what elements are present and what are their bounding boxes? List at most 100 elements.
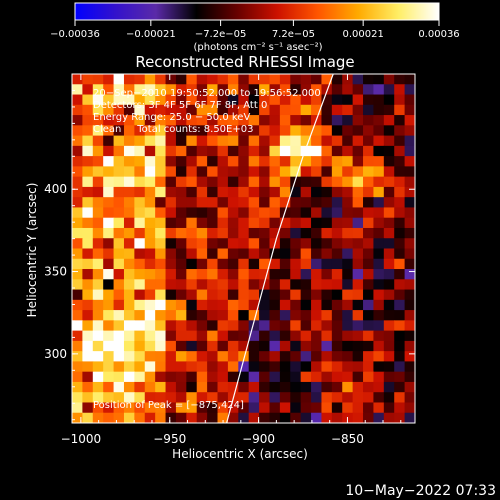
- heatmap-cell: [394, 207, 406, 219]
- heatmap-cell: [175, 299, 187, 311]
- heatmap-cell: [373, 135, 385, 147]
- heatmap-cell: [196, 115, 208, 126]
- heatmap-cell: [82, 412, 94, 423]
- heatmap-cell: [279, 289, 291, 301]
- y-tick-label: 300: [44, 347, 67, 361]
- heatmap-cell: [175, 186, 187, 198]
- heatmap-cell: [279, 279, 291, 291]
- heatmap-cell: [227, 258, 239, 270]
- heatmap-cell: [373, 104, 385, 116]
- heatmap-cell: [103, 320, 115, 332]
- heatmap-cell: [134, 74, 146, 85]
- heatmap-cell: [363, 310, 375, 321]
- heatmap-cell: [123, 104, 135, 116]
- heatmap-cell: [352, 166, 364, 178]
- heatmap-cell: [383, 217, 395, 229]
- heatmap-cell: [248, 197, 260, 209]
- heatmap-cell: [404, 115, 415, 126]
- heatmap-cell: [383, 186, 395, 198]
- heatmap-cell: [363, 351, 375, 363]
- heatmap-cell: [175, 238, 187, 250]
- heatmap-cell: [72, 156, 83, 167]
- heatmap-cell: [342, 145, 354, 157]
- heatmap-cell: [175, 381, 187, 393]
- heatmap-cell: [217, 197, 229, 209]
- heatmap-cell: [144, 381, 156, 393]
- heatmap-cell: [103, 340, 115, 352]
- heatmap-cell: [321, 371, 333, 383]
- heatmap-cell: [269, 351, 281, 363]
- heatmap-cell: [300, 125, 312, 137]
- heatmap-cell: [82, 330, 94, 342]
- heatmap-cell: [82, 310, 94, 321]
- heatmap-cell: [165, 166, 177, 178]
- heatmap-cell: [248, 310, 260, 321]
- heatmap-cell: [113, 340, 125, 352]
- heatmap-cell: [259, 289, 271, 301]
- heatmap-cell: [259, 74, 271, 85]
- heatmap-cell: [363, 289, 375, 301]
- heatmap-cell: [290, 320, 302, 332]
- heatmap-cell: [290, 145, 302, 157]
- heatmap-cell: [279, 145, 291, 157]
- heatmap-cell: [269, 392, 281, 404]
- heatmap-cell: [103, 258, 115, 270]
- heatmap-cell: [196, 135, 208, 147]
- heatmap-cell: [165, 156, 177, 167]
- heatmap-cell: [279, 238, 291, 250]
- heatmap-cell: [103, 248, 115, 260]
- heatmap-cell: [311, 125, 323, 137]
- heatmap-cell: [311, 94, 323, 106]
- heatmap-cell: [113, 381, 125, 393]
- heatmap-cell: [404, 186, 415, 198]
- heatmap-cell: [311, 330, 323, 342]
- heatmap-cell: [207, 248, 219, 260]
- heatmap-cell: [259, 279, 271, 291]
- heatmap-cell: [404, 217, 415, 229]
- heatmap-cell: [394, 135, 406, 147]
- heatmap-cell: [404, 84, 415, 96]
- heatmap-cell: [404, 330, 415, 342]
- heatmap-cell: [186, 227, 198, 239]
- heatmap-cell: [155, 84, 167, 96]
- heatmap-cell: [165, 238, 177, 250]
- heatmap-cell: [113, 279, 125, 291]
- heatmap-cell: [155, 135, 167, 147]
- heatmap-cell: [383, 330, 395, 342]
- heatmap-cell: [404, 258, 415, 270]
- heatmap-cell: [383, 381, 395, 393]
- heatmap-cell: [134, 392, 146, 404]
- heatmap-cell: [175, 310, 187, 321]
- x-axis-ticks: −1000 −950 −900 −850: [61, 74, 402, 446]
- heatmap-cell: [134, 104, 146, 116]
- heatmap-cell: [279, 330, 291, 342]
- heatmap-cell: [394, 310, 406, 321]
- heatmap-cell: [311, 176, 323, 188]
- heatmap-cell: [331, 186, 343, 198]
- heatmap-cell: [352, 217, 364, 229]
- heatmap-cell: [92, 74, 104, 85]
- heatmap-cell: [321, 289, 333, 301]
- heatmap-cell: [248, 289, 260, 301]
- heatmap-cell: [155, 238, 167, 250]
- heatmap-cell: [373, 207, 385, 219]
- heatmap-cell: [165, 299, 177, 311]
- heatmap-cell: [207, 299, 219, 311]
- heatmap-cell: [92, 197, 104, 209]
- heatmap-cell: [155, 289, 167, 301]
- heatmap-cell: [352, 156, 364, 167]
- heatmap-cell: [238, 197, 250, 209]
- colorbar-tick-label: 7.2e−05: [272, 29, 315, 40]
- heatmap-cell: [103, 207, 115, 219]
- heatmap-cell: [238, 330, 250, 342]
- heatmap-cell: [363, 381, 375, 393]
- heatmap-cell: [165, 125, 177, 137]
- heatmap-cell: [311, 279, 323, 291]
- heatmap-cell: [259, 115, 271, 126]
- heatmap-cell: [72, 176, 83, 188]
- heatmap-cell: [394, 104, 406, 116]
- heatmap-cell: [259, 84, 271, 96]
- heatmap-cell: [227, 248, 239, 260]
- heatmap-cell: [248, 217, 260, 229]
- heatmap-cell: [311, 135, 323, 147]
